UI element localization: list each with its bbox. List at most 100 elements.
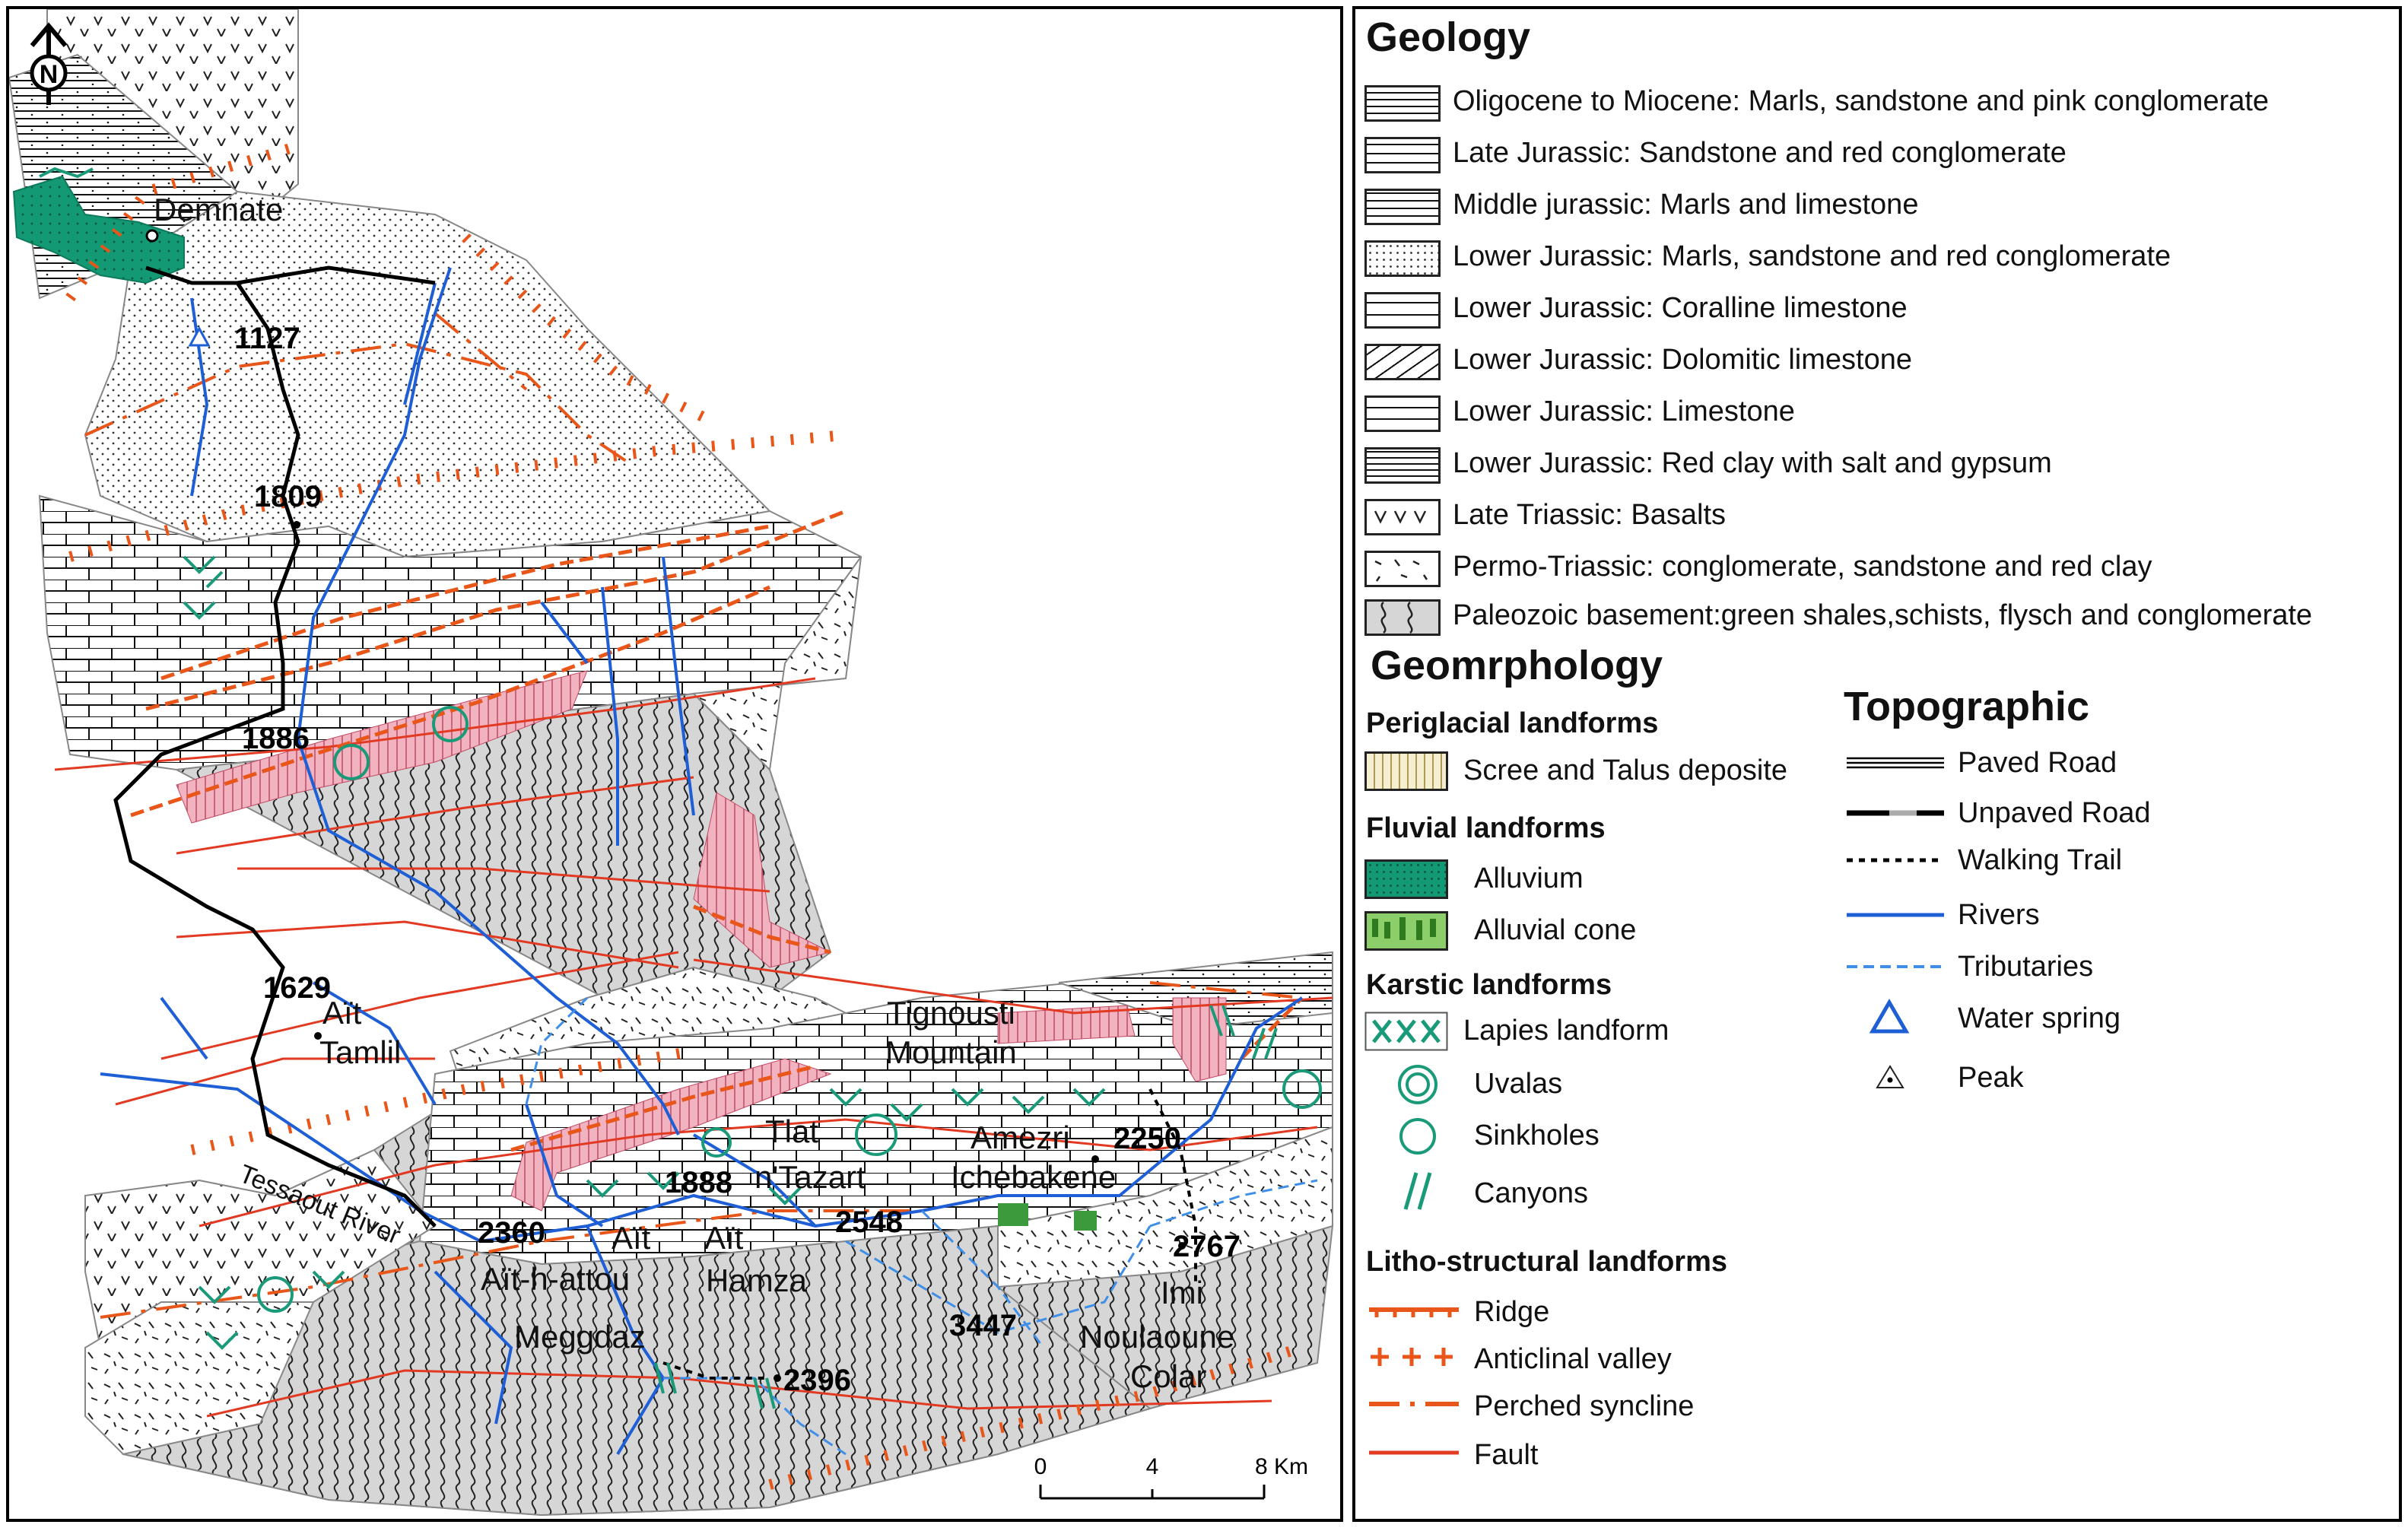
canyon-icon: [1403, 1172, 1432, 1210]
fluvial-title: Fluvial landforms: [1366, 812, 1606, 844]
unit-permo-triassic-east: [691, 556, 862, 772]
unit-basement-south: [122, 1224, 1152, 1517]
spot-height: 1629: [263, 971, 331, 1005]
topographic-item: Unpaved Road: [1958, 797, 2151, 829]
karstic-item: Canyons: [1474, 1177, 1588, 1209]
tributary: [920, 1209, 1045, 1348]
peak-icon: [1178, 1242, 1186, 1250]
canyon-symbol: [654, 1362, 776, 1409]
geology-item: Lower Jurassic: Limestone: [1453, 395, 1795, 427]
spot-height: 2360: [478, 1216, 545, 1250]
river: [434, 1270, 513, 1425]
tributary: [663, 1377, 847, 1456]
lapies-icon: [1364, 1012, 1448, 1051]
walking-trail: [662, 1088, 1197, 1380]
demnate-town-marker: [145, 229, 159, 243]
litho-item: Perched syncline: [1474, 1390, 1695, 1422]
alluvium-swatch: [1364, 859, 1448, 899]
place-label: Mountain: [885, 1034, 1017, 1070]
scale-tick-label: 4: [1146, 1454, 1159, 1479]
place-label: Amezri: [971, 1120, 1070, 1155]
spot-height: 2548: [835, 1205, 903, 1239]
place-label: Aït-h-attou: [481, 1261, 630, 1297]
alluvium-demnate: [12, 175, 185, 284]
periglacial-title: Periglacial landforms: [1366, 707, 1659, 739]
ridge-icon: [1369, 1307, 1459, 1317]
river: [692, 1133, 817, 1228]
north-arrow-circle: [30, 54, 68, 92]
ridge: [693, 904, 831, 954]
ridge: [145, 509, 847, 711]
place-label: Tignousti: [887, 995, 1015, 1031]
place-label: Hamza: [706, 1263, 808, 1298]
water-spring-icon: [1869, 999, 1910, 1034]
fault-line: [160, 951, 679, 1060]
perched-synclines: [84, 312, 1303, 1319]
unpaved-road: [113, 265, 437, 1228]
alluvial-cone-swatch: [1364, 911, 1448, 951]
karstic-title: Karstic landforms: [1366, 969, 1612, 1001]
river: [586, 1225, 666, 1456]
north-arrow: N: [30, 22, 68, 105]
spot-heights: 1127 1809 1886 1629 1888 2360 2548 2250 …: [234, 322, 1241, 1397]
geology-item: Late Jurassic: Sandstone and red conglom…: [1453, 137, 2066, 169]
karst-symbols: [39, 167, 1322, 1409]
scree-deposit: [510, 1058, 832, 1212]
place-label: Colar: [1130, 1358, 1206, 1394]
tributary-icon: [1847, 965, 1944, 968]
geology-item: Lower Jurassic: Coralline limestone: [1453, 292, 1908, 324]
uvala-symbol: [432, 706, 469, 742]
geology-swatch: [1364, 85, 1441, 122]
peak-icon: [293, 521, 300, 529]
unit-lower-jurassic-marls: [84, 190, 772, 558]
geology-swatch: [1364, 499, 1441, 535]
topographic-item: Peak: [1958, 1062, 2024, 1094]
geology-item: Oligocene to Miocene: Marls, sandstone a…: [1453, 85, 2270, 117]
geology-item: Permo-Triassic: conglomerate, sandstone …: [1453, 551, 2152, 583]
uvala-symbol: [257, 1276, 294, 1313]
geology-item: Lower Jurassic: Red clay with salt and g…: [1453, 447, 2052, 479]
river: [601, 586, 619, 846]
place-label: Ichebakene: [951, 1159, 1116, 1195]
geology-units: [9, 9, 1334, 1517]
lapies-symbol: [198, 1270, 345, 1350]
fault-line: [237, 867, 770, 893]
lapies-symbol: [39, 167, 94, 179]
litho-title: Litho-structural landforms: [1366, 1246, 1728, 1278]
place-label: Meggdaz: [514, 1319, 646, 1355]
place-label: n'Tazart: [754, 1159, 866, 1195]
scale-tick-label: 0: [1034, 1454, 1047, 1479]
peak-icon: [1876, 1065, 1904, 1088]
topographic-item: Water spring: [1958, 1002, 2121, 1034]
river: [662, 556, 695, 816]
place-label: Aït: [612, 1220, 651, 1256]
geology-swatch: [1364, 395, 1441, 432]
lapies-symbol: [183, 555, 224, 620]
topographic-item: Walking Trail: [1958, 844, 2123, 876]
lapies-symbol: [829, 1088, 1106, 1122]
karstic-item: Lapies landform: [1463, 1015, 1669, 1047]
geology-item: Lower Jurassic: Dolomitic limestone: [1453, 344, 1912, 376]
lapies-symbol: [586, 1171, 802, 1205]
geomorphology-title: Geomrphology: [1371, 643, 1663, 688]
geology-swatch: [1364, 447, 1441, 484]
ridge: [160, 524, 770, 681]
ridge: [1240, 996, 1304, 1060]
tributaries: [525, 996, 1318, 1456]
uvala-symbol: [333, 744, 370, 780]
sinkhole-icon: [1399, 1118, 1436, 1155]
uvala-icon: [1398, 1065, 1437, 1104]
paved-road-icon: [1847, 757, 1944, 769]
unit-permo-triassic-southwest: [84, 1301, 315, 1456]
river: [525, 1104, 604, 1228]
geology-swatch: [1364, 189, 1441, 225]
ridges: [130, 509, 1304, 1152]
geomorphological-map: N Demnate Tignousti Mountain Aït Tamlil …: [9, 9, 1334, 1517]
geology-swatch: [1364, 240, 1441, 277]
geology-swatch: [1364, 599, 1441, 636]
perched-syncline: [1149, 981, 1303, 999]
fault-line: [54, 677, 816, 771]
topographic-item: Rivers: [1958, 899, 2040, 931]
spot-height: 1888: [665, 1166, 732, 1199]
geology-swatch: [1364, 551, 1441, 587]
